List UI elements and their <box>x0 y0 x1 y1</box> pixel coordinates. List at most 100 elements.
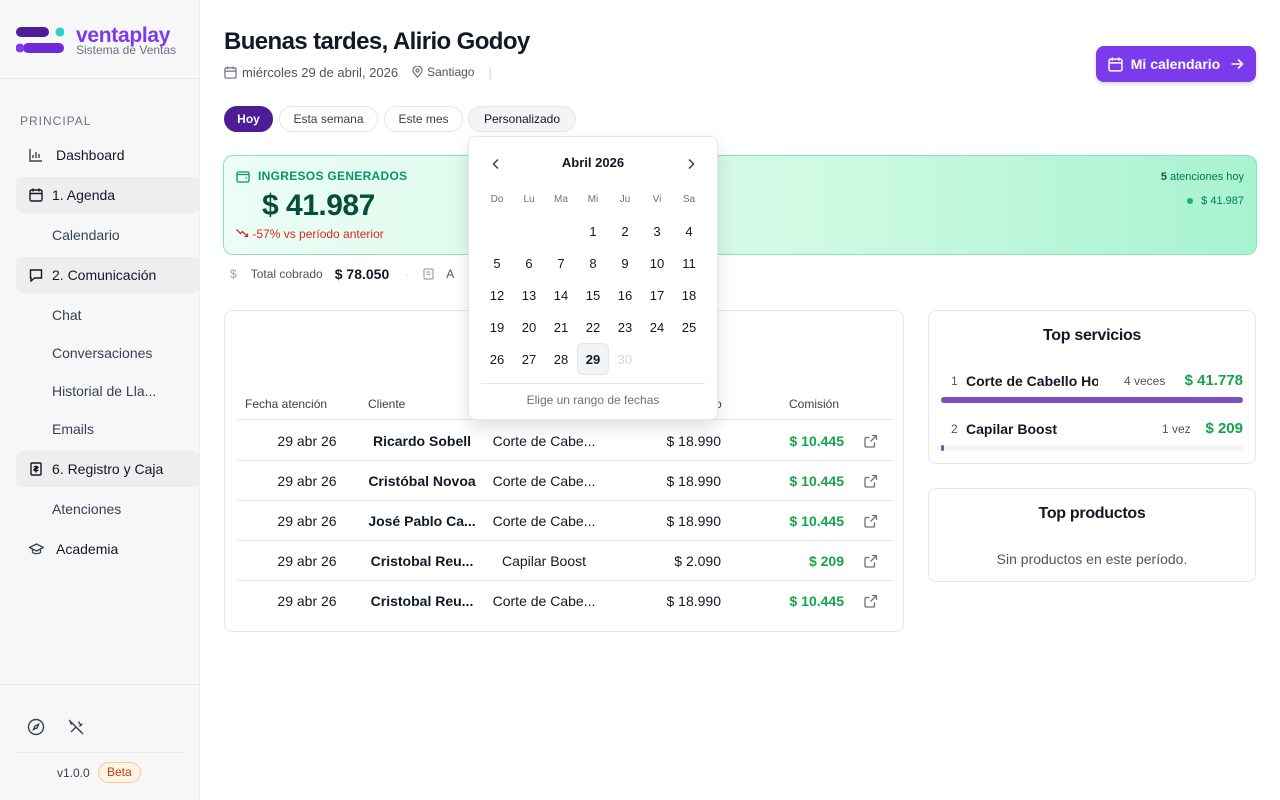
calendar-day[interactable]: 22 <box>585 319 601 335</box>
bar-chart-icon <box>28 147 44 163</box>
calendar-day[interactable]: 28 <box>553 351 569 367</box>
calendar-day[interactable]: 18 <box>681 287 697 303</box>
service-share-fill <box>941 397 1243 403</box>
calendar-day[interactable]: 13 <box>521 287 537 303</box>
cell-commission: $ 10.445 <box>789 593 845 609</box>
filter-month[interactable]: Este mes <box>384 106 463 132</box>
external-link-icon[interactable] <box>863 433 879 449</box>
calendar-day[interactable]: 7 <box>557 255 565 271</box>
service-name: Corte de Cabello Ho... <box>966 373 1098 389</box>
calendar-day[interactable]: 9 <box>621 255 629 271</box>
summary-row: $ Total cobrado $ 78.050 · A <box>230 266 454 282</box>
calendar-day: 30 <box>617 351 633 367</box>
filter-today[interactable]: Hoy <box>224 106 273 132</box>
attentions-today: 5 atenciones hoy <box>1161 171 1244 183</box>
cell-date: 29 abr 26 <box>277 433 337 449</box>
attentions-amount-row: $ 41.987 <box>1187 195 1244 207</box>
logo-mark-icon <box>16 27 64 53</box>
kpi-delta: -57% vs período anterior <box>236 227 384 241</box>
cell-service: Corte de Cabe... <box>492 473 596 489</box>
calendar-day[interactable]: 11 <box>682 255 696 271</box>
service-share-bar <box>941 397 1243 403</box>
divider: | <box>488 64 492 80</box>
calendar-day[interactable]: 2 <box>621 223 629 239</box>
sidebar-item-conversaciones[interactable]: Conversaciones <box>16 335 200 371</box>
collected-label: Total cobrado <box>250 267 323 281</box>
calendar-day[interactable]: 24 <box>649 319 665 335</box>
table-row[interactable]: 29 abr 26 Cristobal Reu... Corte de Cabe..… <box>237 581 892 621</box>
table-row[interactable]: 29 abr 26 José Pablo Ca... Corte de Cabe..… <box>237 501 892 541</box>
sidebar-item-comunicacion[interactable]: 2. Comunicación <box>16 257 200 293</box>
calendar-day[interactable]: 17 <box>649 287 665 303</box>
calendar-day[interactable]: 14 <box>553 287 569 303</box>
calendar-day[interactable]: 26 <box>489 351 505 367</box>
calendar-day[interactable]: 6 <box>525 255 533 271</box>
cell-client: Ricardo Sobell <box>372 433 472 449</box>
calendar-day[interactable]: 3 <box>653 223 661 239</box>
top-services-card: Top servicios 1 Corte de Cabello Ho... 4… <box>928 310 1256 464</box>
external-link-icon[interactable] <box>863 473 879 489</box>
filter-custom[interactable]: Personalizado <box>468 106 576 132</box>
chevron-left-icon[interactable] <box>489 157 503 171</box>
sidebar-item-dashboard[interactable]: Dashboard <box>16 137 200 173</box>
sidebar-item-label: Dashboard <box>56 147 125 163</box>
sidebar-item-registro-caja[interactable]: 6. Registro y Caja <box>16 451 200 487</box>
calendar-day[interactable]: 1 <box>589 223 597 239</box>
external-link-icon[interactable] <box>863 593 879 609</box>
sidebar-item-historial[interactable]: Historial de Lla... <box>16 373 200 409</box>
external-link-icon[interactable] <box>863 553 879 569</box>
calendar-day[interactable]: 20 <box>521 319 537 335</box>
brand-logo[interactable]: ventaplay Sistema de Ventas <box>16 24 196 58</box>
chevron-right-icon[interactable] <box>684 157 698 171</box>
wallet-icon <box>236 171 250 183</box>
calendar-day[interactable]: 21 <box>553 319 569 335</box>
sidebar-item-agenda[interactable]: 1. Agenda <box>16 177 200 213</box>
current-date: miércoles 29 de abril, 2026 <box>242 64 399 80</box>
receipt-icon <box>28 461 44 477</box>
calendar-day[interactable]: 16 <box>617 287 633 303</box>
calendar-day[interactable]: 4 <box>685 223 693 239</box>
sidebar-item-label: Calendario <box>52 227 120 243</box>
divider: · <box>405 267 410 281</box>
compass-icon[interactable] <box>27 718 45 736</box>
divider <box>237 540 892 541</box>
date-range-picker[interactable]: Abril 2026 Do Lu Ma Mi Ju Vi Sa 1 2 3 4 5 6 7 8 9 10 11 1… <box>468 136 718 420</box>
sidebar-item-emails[interactable]: Emails <box>16 411 200 447</box>
calendar-day[interactable]: 12 <box>489 287 505 303</box>
calendar-day[interactable]: 19 <box>489 319 505 335</box>
calendar-day[interactable]: 25 <box>681 319 697 335</box>
filter-week[interactable]: Esta semana <box>279 106 378 132</box>
service-count: 4 veces <box>1124 374 1166 388</box>
calendar-day[interactable]: 8 <box>589 255 597 271</box>
calendar-day[interactable]: 27 <box>521 351 537 367</box>
cell-service: Corte de Cabe... <box>492 593 596 609</box>
cell-price: $ 18.990 <box>666 433 722 449</box>
sidebar-item-calendario[interactable]: Calendario <box>16 217 200 253</box>
calendar-day[interactable]: 5 <box>493 255 501 271</box>
weekday-label: Lu <box>523 194 535 205</box>
calendar-day[interactable]: 15 <box>585 287 601 303</box>
cell-client: Cristobal Reu... <box>370 593 474 609</box>
tools-off-icon[interactable] <box>67 718 85 736</box>
sidebar-item-chat[interactable]: Chat <box>16 297 200 333</box>
service-count: 1 vez <box>1162 422 1191 436</box>
divider <box>0 684 200 685</box>
top-products-card: Top productos Sin productos en este perí… <box>928 488 1256 582</box>
sidebar-item-academia[interactable]: Academia <box>16 531 200 567</box>
sidebar-item-label: Chat <box>52 307 82 323</box>
my-calendar-button[interactable]: Mi calendario <box>1096 46 1256 82</box>
cell-commission: $ 10.445 <box>789 473 845 489</box>
attentions-count: 5 <box>1160 171 1167 183</box>
calendar-day[interactable]: 29 <box>577 343 609 375</box>
weekday-label: Do <box>490 194 504 205</box>
table-row[interactable]: 29 abr 26 Cristóbal Novoa Corte de Cabe...… <box>237 461 892 501</box>
sidebar-item-atenciones[interactable]: Atenciones <box>16 491 200 527</box>
calendar-day[interactable]: 10 <box>649 255 665 271</box>
cell-price: $ 18.990 <box>666 593 722 609</box>
picker-hint: Elige un rango de fechas <box>526 393 660 407</box>
table-row[interactable]: 29 abr 26 Ricardo Sobell Corte de Cabe... $… <box>237 421 892 461</box>
app-version: v1.0.0 <box>57 766 90 780</box>
calendar-day[interactable]: 23 <box>617 319 633 335</box>
table-row[interactable]: 29 abr 26 Cristobal Reu... Capilar Boost $ … <box>237 541 892 581</box>
external-link-icon[interactable] <box>863 513 879 529</box>
